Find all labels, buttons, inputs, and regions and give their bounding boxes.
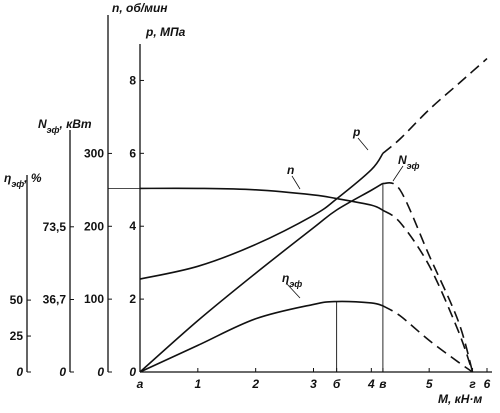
leader-line xyxy=(286,283,301,299)
y-tick-label: 8 xyxy=(129,73,136,87)
x-axis-label: M, кН·м xyxy=(438,392,482,406)
curve-dashed xyxy=(382,209,474,373)
curve-label-part: эф xyxy=(289,279,302,289)
curve xyxy=(139,300,384,373)
x-tick-label: 3 xyxy=(310,377,317,391)
y-tick-label: 200 xyxy=(84,219,104,233)
y-axis-label: n, об/мин xyxy=(112,1,168,15)
x-tick-label: 4 xyxy=(367,377,375,391)
y-tick-label: 0 xyxy=(16,365,23,379)
y-axis-label-part: эф xyxy=(11,179,24,189)
curve-label: ηэф xyxy=(282,271,302,289)
x-tick-label: г xyxy=(469,377,476,391)
curve-label-part: n xyxy=(287,163,294,177)
y-tick-label: 0 xyxy=(59,365,66,379)
y-tick-label: 2 xyxy=(129,292,136,306)
y-axis-label-part: , % xyxy=(23,171,42,185)
y-tick-label: 25 xyxy=(10,329,24,343)
curve-label-part: η xyxy=(282,271,289,285)
y-axis-label-part: , кВт xyxy=(58,117,91,131)
curve xyxy=(139,152,384,280)
y-tick-label: 4 xyxy=(129,219,136,233)
curve-label: Nэф xyxy=(398,153,420,171)
y-tick-label: 0 xyxy=(97,365,104,379)
curve-label: n xyxy=(287,163,294,177)
curve-label-part: p xyxy=(352,125,360,139)
leader-line xyxy=(392,165,404,182)
y-tick-label: 36,7 xyxy=(43,292,67,306)
leader-line xyxy=(357,137,369,151)
curve xyxy=(139,187,384,211)
y-axis-label: ηэф, % xyxy=(4,171,42,189)
x-tick-label: б xyxy=(333,377,341,391)
y-axis-label: p, МПа xyxy=(145,25,186,39)
y-axis-label-part: N xyxy=(38,117,47,131)
y-tick-label: 73,5 xyxy=(43,220,67,234)
curve-dashed xyxy=(382,181,474,373)
y-axis-label: Nэф, кВт xyxy=(38,117,92,135)
curve-label: p xyxy=(352,125,360,139)
leader-line xyxy=(291,175,301,190)
x-tick-label: 6 xyxy=(484,377,491,391)
y-axis-label-part: η xyxy=(4,171,11,185)
y-tick-label: 6 xyxy=(129,146,136,160)
y-tick-label: 0 xyxy=(129,365,136,379)
x-tick-label: 5 xyxy=(426,377,433,391)
curve xyxy=(139,182,384,373)
x-tick-label: 1 xyxy=(194,377,201,391)
curve-dashed xyxy=(382,305,473,373)
y-tick-label: 300 xyxy=(84,146,104,160)
x-tick-label: а xyxy=(137,377,144,391)
x-tick-label: в xyxy=(379,377,386,391)
y-tick-label: 50 xyxy=(10,293,24,307)
x-tick-label: 2 xyxy=(251,377,259,391)
y-tick-label: 100 xyxy=(84,292,104,306)
curve-label-part: эф xyxy=(407,161,420,171)
curve-dashed xyxy=(382,57,488,154)
y-axis-label-part: эф xyxy=(47,125,60,135)
curve-label-part: N xyxy=(398,153,407,167)
